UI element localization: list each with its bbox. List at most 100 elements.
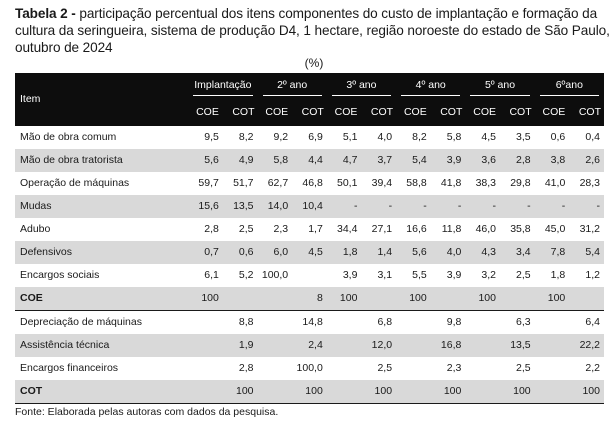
cell-cot: 39,4 xyxy=(371,177,393,189)
cell-coe: - xyxy=(326,195,362,218)
cell-coe xyxy=(535,357,570,380)
group-header-ano-4: 4º ano xyxy=(396,73,466,98)
cell-cot: 100,0 xyxy=(296,362,323,374)
cell-coe: - xyxy=(396,195,431,218)
cell-coe: 5,4 xyxy=(396,149,431,172)
cell-coe: 45,0 xyxy=(544,223,566,235)
cell-cot: 22,2 xyxy=(569,334,604,357)
cell-cot: 9,8 xyxy=(430,310,466,334)
sub-header-cot: COT xyxy=(361,98,397,126)
cell-cot: 5,4 xyxy=(569,241,604,264)
cell-cot: 2,2 xyxy=(585,362,600,374)
cost-table: Item Implantação 2º ano 3º ano 4º ano 5º… xyxy=(15,73,604,404)
cell-coe: 3,6 xyxy=(465,149,500,172)
cell-cot: 100 xyxy=(222,380,258,404)
cell-coe: 100 xyxy=(396,287,431,311)
cell-coe xyxy=(257,287,293,311)
row-label: Adubo xyxy=(20,223,51,235)
cell-coe xyxy=(188,334,223,357)
cell-cot: 2,5 xyxy=(238,223,254,235)
cell-cot: 100 xyxy=(430,380,466,404)
cell-coe: 4,7 xyxy=(326,149,362,172)
cell-cot: 14,8 xyxy=(292,310,327,334)
cell-coe: 14,0 xyxy=(257,195,293,218)
caption-label: Tabela 2 - xyxy=(15,6,76,21)
cell-cot: 3,5 xyxy=(516,131,531,143)
cell-cot: 13,5 xyxy=(222,195,258,218)
cell-coe xyxy=(326,380,362,404)
cell-cot: 3,9 xyxy=(430,149,466,172)
row-label: COE xyxy=(15,287,189,311)
cell-cot: 6,8 xyxy=(361,310,397,334)
cell-coe: 6,1 xyxy=(204,269,219,281)
row-label: Depreciação de máquinas xyxy=(15,310,189,334)
table-row: Adubo 2,8 2,5 2,3 1,7 34,4 27,1 16,6 11,8 46,0 35,… xyxy=(15,218,604,241)
cell-cot xyxy=(500,287,535,311)
cell-coe xyxy=(257,310,293,334)
cell-cot: - xyxy=(500,195,535,218)
cell-cot: 6,4 xyxy=(569,310,604,334)
cell-cot: 13,5 xyxy=(500,334,535,357)
cell-coe xyxy=(465,380,500,404)
cell-cot: 100 xyxy=(569,380,604,404)
table-row: Operação de máquinas 59,7 51,7 62,7 46,8 50,1… xyxy=(15,172,604,195)
cell-coe xyxy=(396,357,431,380)
cell-coe: - xyxy=(534,195,570,218)
cell-coe: 50,1 xyxy=(337,177,358,189)
cell-cot: 6,9 xyxy=(308,131,323,143)
cell-cot: 4,0 xyxy=(430,241,466,264)
cell-cot: - xyxy=(569,195,604,218)
cell-cot: 4,9 xyxy=(222,149,258,172)
cell-cot: 3,4 xyxy=(500,241,535,264)
table-row: Encargos financeiros 2,8 100,0 2,5 2,3 2,5 2,2 xyxy=(15,357,604,380)
cell-cot: 2,3 xyxy=(446,362,462,374)
table-body: Mão de obra comum 9,5 8,2 9,2 6,9 5,1 4,0 8,2 5,… xyxy=(15,126,604,404)
cell-cot: 12,0 xyxy=(361,334,397,357)
cell-cot: 2,8 xyxy=(500,149,535,172)
table-row: Mão de obra comum 9,5 8,2 9,2 6,9 5,1 4,0 8,2 5,… xyxy=(15,126,604,149)
row-label: Operação de máquinas xyxy=(20,177,130,189)
cell-coe: 9,2 xyxy=(273,131,289,143)
cell-coe: 59,7 xyxy=(198,177,219,189)
cell-coe xyxy=(534,380,570,404)
cell-cot: 2,5 xyxy=(516,269,531,281)
cell-cot xyxy=(222,287,258,311)
cell-coe xyxy=(396,310,431,334)
table-row: Assistência técnica 1,9 2,4 12,0 16,8 13,5 22,… xyxy=(15,334,604,357)
cell-coe: 100 xyxy=(534,287,570,311)
sub-header-cot: COT xyxy=(292,98,327,126)
cell-coe: 100 xyxy=(465,287,500,311)
cell-coe: 0,7 xyxy=(188,241,223,264)
table-caption: Tabela 2 - participação percentual dos i… xyxy=(15,5,611,56)
table-row: COT 100 100 100 100 100 100 xyxy=(15,380,604,404)
sub-header-cot: COT xyxy=(430,98,466,126)
cell-cot: 16,8 xyxy=(430,334,466,357)
cell-coe: 3,2 xyxy=(481,269,496,281)
cell-coe: 2,8 xyxy=(204,223,219,235)
cell-coe: 15,6 xyxy=(188,195,223,218)
cell-coe xyxy=(326,334,362,357)
cell-coe: 1,8 xyxy=(550,269,566,281)
sub-header-cot: COT xyxy=(569,98,604,126)
row-label: Mão de obra comum xyxy=(20,131,117,143)
sub-header-coe: COE xyxy=(188,98,223,126)
cell-coe xyxy=(534,310,570,334)
cell-cot: 3,1 xyxy=(377,269,393,281)
row-label: Mudas xyxy=(15,195,189,218)
caption-text: participação percentual dos itens compon… xyxy=(15,6,610,55)
table-row: Mudas 15,6 13,5 14,0 10,4- - - - - - - - xyxy=(15,195,604,218)
cell-cot: 6,3 xyxy=(500,310,535,334)
cell-cot: 28,3 xyxy=(579,177,600,189)
cell-cot xyxy=(569,287,604,311)
group-header-ano-2: 2º ano xyxy=(257,73,327,98)
cell-cot: 1,9 xyxy=(222,334,258,357)
group-header-ano-5: 5º ano xyxy=(465,73,535,98)
cell-coe: 7,8 xyxy=(534,241,570,264)
row-label: Assistência técnica xyxy=(15,334,189,357)
cell-coe xyxy=(188,310,223,334)
cell-coe xyxy=(327,357,362,380)
sub-header-coe: COE xyxy=(534,98,570,126)
cell-coe: 100 xyxy=(188,287,223,311)
cell-coe: 5,1 xyxy=(342,131,358,143)
cell-cot: 2,6 xyxy=(569,149,604,172)
